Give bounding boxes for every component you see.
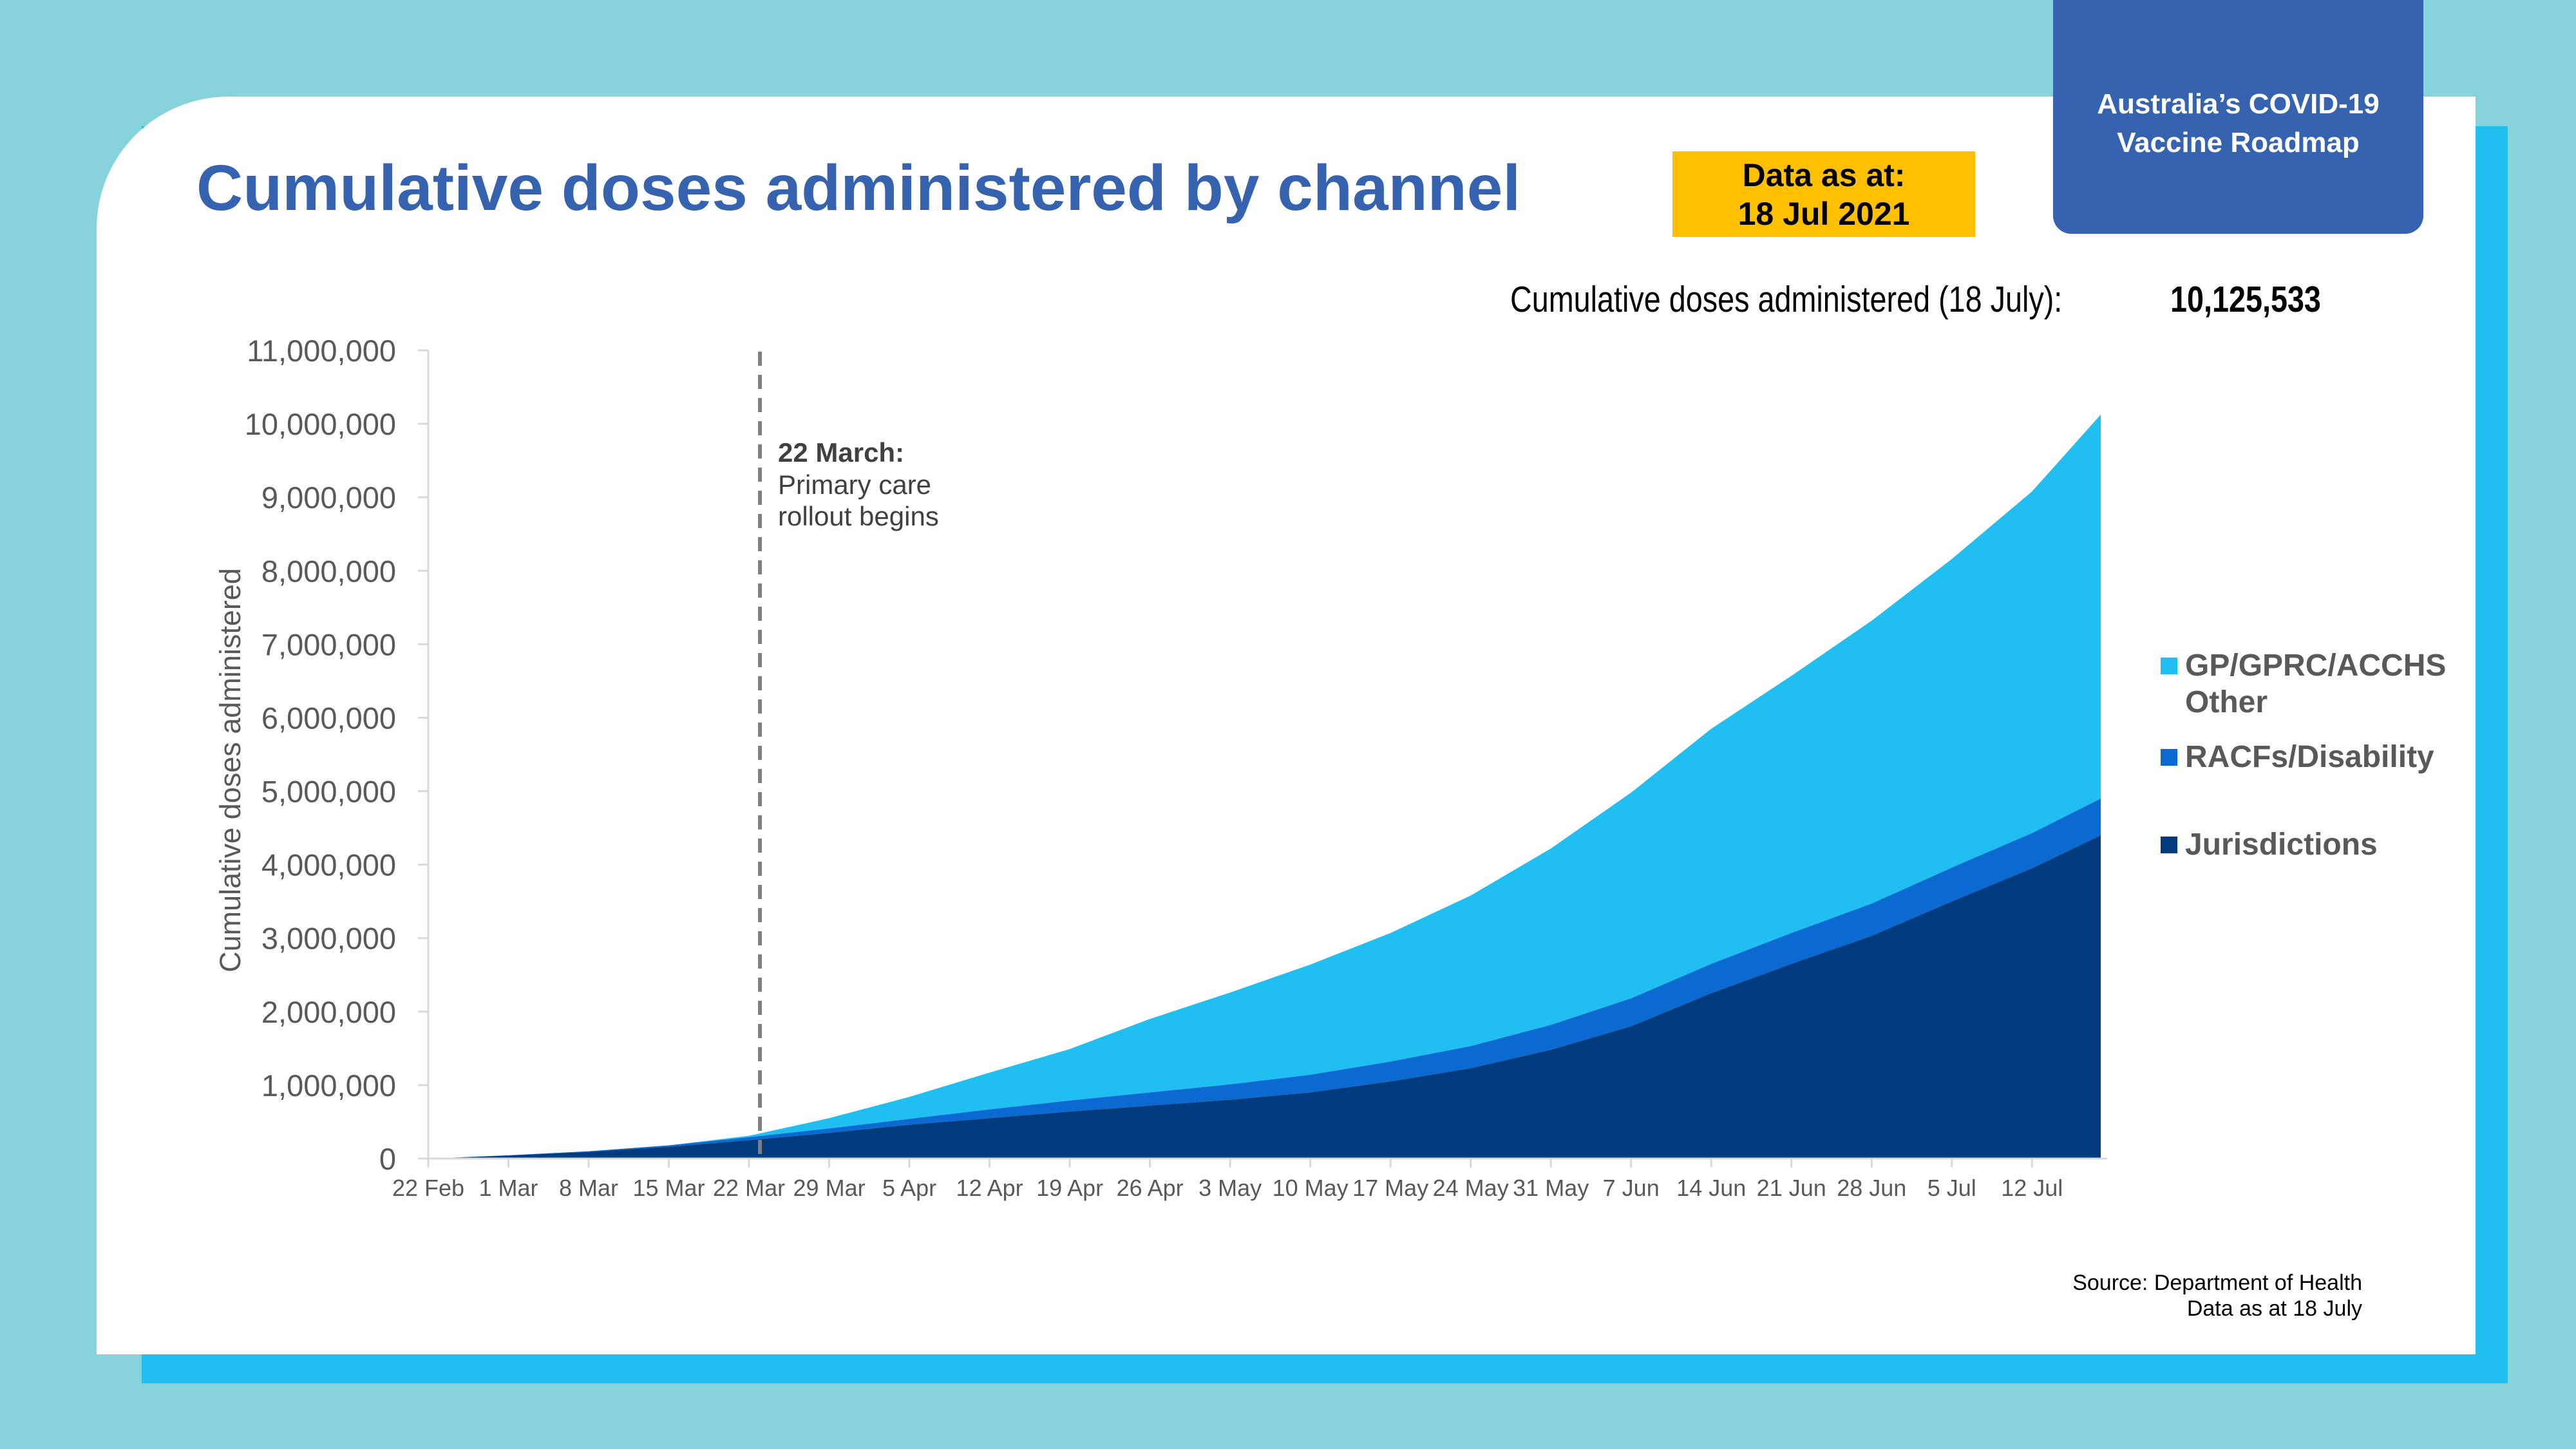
source-note: Source: Department of Health Data as at … [2072, 1270, 2362, 1321]
x-tick-label: 28 Jun [1837, 1175, 1906, 1201]
legend-label-gp: GP/GPRC/ACCHS Other [2185, 647, 2446, 721]
x-tick-label: 31 May [1513, 1175, 1589, 1201]
x-tick-label: 22 Mar [713, 1175, 785, 1201]
legend-swatch-racf [2161, 749, 2177, 766]
x-tick-label: 24 May [1433, 1175, 1509, 1201]
x-tick-label: 10 May [1273, 1175, 1349, 1201]
x-tick-label: 1 Mar [478, 1175, 538, 1201]
x-tick-label: 14 Jun [1676, 1175, 1746, 1201]
page-title: Cumulative doses administered by channel [196, 152, 1521, 224]
x-tick-label: 17 May [1352, 1175, 1428, 1201]
y-tick-label: 1,000,000 [261, 1068, 396, 1103]
x-tick-label: 21 Jun [1757, 1175, 1826, 1201]
total-doses-label: Cumulative doses administered (18 July): [1510, 279, 2063, 320]
legend-item-racf: RACFs/Disability [2161, 739, 2434, 775]
roadmap-line-1: Australia’s COVID-19 [2097, 88, 2380, 120]
roadmap-line-2: Vaccine Roadmap [2117, 126, 2360, 158]
y-tick-label: 8,000,000 [261, 554, 396, 588]
legend-label-jurisdictions: Jurisdictions [2185, 828, 2378, 862]
legend-swatch-jurisdictions [2161, 837, 2177, 853]
x-tick-label: 26 Apr [1117, 1175, 1184, 1201]
y-tick-label: 5,000,000 [261, 775, 396, 809]
y-tick-label: 7,000,000 [261, 627, 396, 661]
legend-label-racf: RACFs/Disability [2185, 740, 2434, 774]
x-tick-label: 12 Jul [2001, 1175, 2063, 1201]
source-line-2: Data as at 18 July [2186, 1296, 2362, 1321]
legend-label-gp-line1: GP/GPRC/ACCHS [2185, 649, 2447, 683]
x-tick-label: 15 Mar [633, 1175, 705, 1201]
as-at-date: 18 Jul 2021 [1738, 195, 1910, 232]
y-tick-label: 0 [379, 1142, 396, 1176]
y-tick-label: 6,000,000 [261, 701, 396, 735]
area-racfs-disability [428, 799, 2101, 1159]
x-tick-label: 29 Mar [793, 1175, 866, 1201]
y-axis-title: Cumulative doses administered [214, 568, 247, 972]
annotation-title: 22 March: [778, 437, 904, 468]
y-tick-label: 9,000,000 [261, 480, 396, 515]
y-tick-label: 2,000,000 [261, 995, 396, 1029]
as-at-label: Data as at: [1742, 156, 1906, 193]
y-tick-label: 11,000,000 [247, 334, 396, 368]
x-tick-label: 12 Apr [956, 1175, 1023, 1201]
y-tick-label: 10,000,000 [245, 407, 396, 441]
legend-label-gp-line2: Other [2185, 685, 2268, 719]
roadmap-banner: Australia’s COVID-19 Vaccine Roadmap [2053, 0, 2423, 234]
area-gp-gprc-acchs-other [428, 414, 2101, 1159]
source-line-1: Source: Department of Health [2072, 1271, 2362, 1295]
total-doses-value: 10,125,533 [2170, 279, 2321, 320]
legend-item-gp: GP/GPRC/ACCHS Other [2161, 647, 2446, 721]
annotation-line-3: rollout begins [778, 501, 939, 531]
data-as-at-badge: Data as at: 18 Jul 2021 [1672, 151, 1975, 237]
legend-item-jurisdictions: Jurisdictions [2161, 826, 2378, 863]
x-tick-label: 19 Apr [1036, 1175, 1103, 1201]
x-tick-label: 22 Feb [392, 1175, 464, 1201]
x-tick-label: 7 Jun [1603, 1175, 1660, 1201]
x-tick-label: 5 Jul [1927, 1175, 1976, 1201]
x-tick-label: 8 Mar [559, 1175, 618, 1201]
area-jurisdictions [428, 835, 2101, 1159]
x-tick-label: 3 May [1198, 1175, 1262, 1201]
annotation-line-2: Primary care [778, 469, 931, 500]
x-tick-label: 5 Apr [882, 1175, 936, 1201]
y-tick-label: 4,000,000 [261, 848, 396, 882]
legend-swatch-gp [2161, 658, 2177, 674]
y-tick-label: 3,000,000 [261, 922, 396, 956]
